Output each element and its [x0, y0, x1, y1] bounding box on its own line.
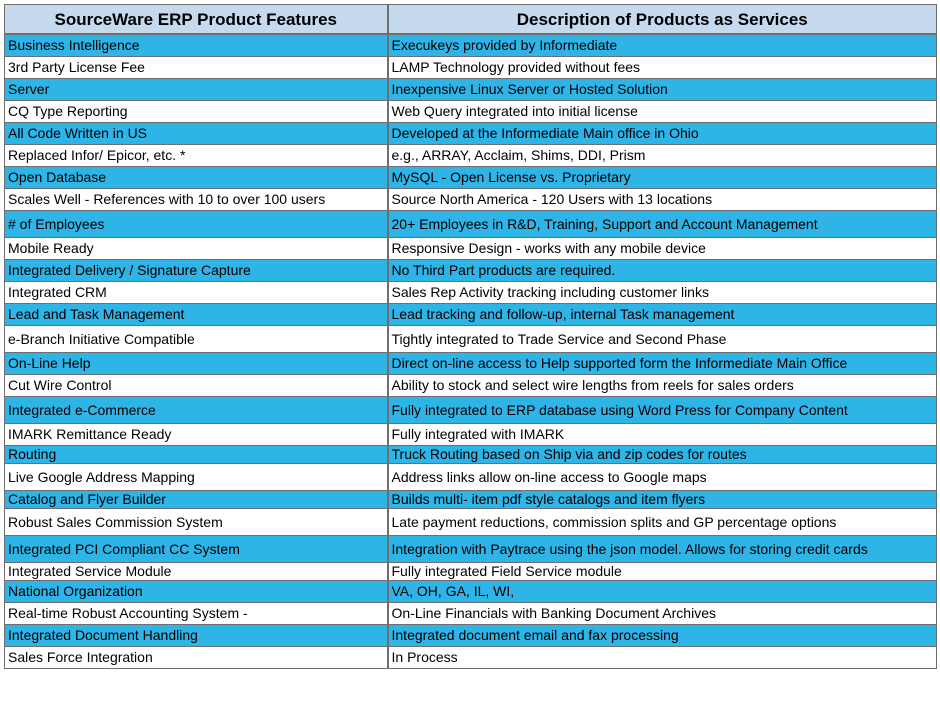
table-row: Integrated Document Handling Integrated d… — [4, 623, 937, 647]
table-row: Cut Wire Control Ability to stock and sel… — [4, 373, 937, 397]
description-cell: Fully integrated with IMARK — [386, 422, 937, 446]
feature-cell: Sales Force Integration — [4, 645, 388, 669]
description-cell: Lead tracking and follow-up, internal Ta… — [386, 302, 937, 326]
feature-cell: Live Google Address Mapping — [4, 462, 388, 491]
feature-cell: Integrated Document Handling — [4, 623, 388, 647]
description-cell: VA, OH, GA, IL, WI, — [386, 579, 937, 603]
table-row: e-Branch Initiative Compatible Tightly in… — [4, 324, 937, 353]
table-row: Mobile Ready Responsive Design - works wi… — [4, 236, 937, 260]
table-row: Integrated CRM Sales Rep Activity trackin… — [4, 280, 937, 304]
feature-cell: Real-time Robust Accounting System - — [4, 601, 388, 625]
description-cell: e.g., ARRAY, Acclaim, Shims, DDI, Prism — [386, 143, 937, 167]
table-row: Lead and Task Management Lead tracking an… — [4, 302, 937, 326]
feature-cell: 3rd Party License Fee — [4, 55, 388, 79]
feature-cell: Lead and Task Management — [4, 302, 388, 326]
feature-cell: Server — [4, 77, 388, 101]
description-cell: No Third Part products are required. — [386, 258, 937, 282]
table-row: All Code Written in US Developed at the I… — [4, 121, 937, 145]
feature-cell: Scales Well - References with 10 to over… — [4, 187, 388, 211]
description-cell: Builds multi- item pdf style catalogs an… — [386, 489, 937, 509]
table-row: IMARK Remittance Ready Fully integrated w… — [4, 422, 937, 446]
feature-cell: Replaced Infor/ Epicor, etc. * — [4, 143, 388, 167]
table-row: Integrated e-Commerce Fully integrated to… — [4, 395, 937, 424]
feature-cell: Catalog and Flyer Builder — [4, 489, 388, 509]
description-cell: MySQL - Open License vs. Proprietary — [386, 165, 937, 189]
table-row: Catalog and Flyer Builder Builds multi- i… — [4, 489, 937, 509]
description-cell: Late payment reductions, commission spli… — [386, 507, 937, 536]
feature-cell: Business Intelligence — [4, 33, 388, 57]
table-row: Server Inexpensive Linux Server or Hosted… — [4, 77, 937, 101]
table-row: Sales Force Integration In Process — [4, 645, 937, 669]
table-row: # of Employees 20+ Employees in R&D, Trai… — [4, 209, 937, 238]
table-row: Integrated Delivery / Signature Capture N… — [4, 258, 937, 282]
table-row: Integrated PCI Compliant CC System Integr… — [4, 534, 937, 563]
description-cell: Fully integrated Field Service module — [386, 561, 937, 581]
table-row: CQ Type Reporting Web Query integrated in… — [4, 99, 937, 123]
table-row: National Organization VA, OH, GA, IL, WI, — [4, 579, 937, 603]
table-row: Real-time Robust Accounting System - On-L… — [4, 601, 937, 625]
description-cell: Execukeys provided by Informediate — [386, 33, 937, 57]
feature-cell: Robust Sales Commission System — [4, 507, 388, 536]
table-row: Replaced Infor/ Epicor, etc. * e.g., ARRA… — [4, 143, 937, 167]
feature-cell: Integrated CRM — [4, 280, 388, 304]
description-cell: On-Line Financials with Banking Document… — [386, 601, 937, 625]
table-row: Live Google Address Mapping Address links… — [4, 462, 937, 491]
table-row: Scales Well - References with 10 to over… — [4, 187, 937, 211]
description-cell: Fully integrated to ERP database using W… — [386, 395, 937, 424]
header-description: Description of Products as Services — [386, 4, 937, 35]
description-cell: Address links allow on-line access to Go… — [386, 462, 937, 491]
table-row: Integrated Service Module Fully integrate… — [4, 561, 937, 581]
feature-cell: # of Employees — [4, 209, 388, 238]
feature-cell: Mobile Ready — [4, 236, 388, 260]
feature-cell: On-Line Help — [4, 351, 388, 375]
description-cell: Ability to stock and select wire lengths… — [386, 373, 937, 397]
description-cell: LAMP Technology provided without fees — [386, 55, 937, 79]
header-features: SourceWare ERP Product Features — [4, 4, 388, 35]
description-cell: Sales Rep Activity tracking including cu… — [386, 280, 937, 304]
feature-cell: e-Branch Initiative Compatible — [4, 324, 388, 353]
feature-cell: IMARK Remittance Ready — [4, 422, 388, 446]
feature-cell: Cut Wire Control — [4, 373, 388, 397]
description-cell: Web Query integrated into initial licens… — [386, 99, 937, 123]
feature-cell: Integrated Delivery / Signature Capture — [4, 258, 388, 282]
description-cell: Direct on-line access to Help supported … — [386, 351, 937, 375]
description-cell: Integrated document email and fax proces… — [386, 623, 937, 647]
description-cell: Truck Routing based on Ship via and zip … — [386, 444, 937, 464]
table-row: Business Intelligence Execukeys provided … — [4, 33, 937, 57]
feature-cell: Routing — [4, 444, 388, 464]
feature-cell: Open Database — [4, 165, 388, 189]
table-row: Routing Truck Routing based on Ship via a… — [4, 444, 937, 464]
description-cell: Developed at the Informediate Main offic… — [386, 121, 937, 145]
table-row: Robust Sales Commission System Late payme… — [4, 507, 937, 536]
feature-cell: CQ Type Reporting — [4, 99, 388, 123]
feature-cell: Integrated e-Commerce — [4, 395, 388, 424]
description-cell: Inexpensive Linux Server or Hosted Solut… — [386, 77, 937, 101]
description-cell: Responsive Design - works with any mobil… — [386, 236, 937, 260]
table-row: On-Line Help Direct on-line access to Hel… — [4, 351, 937, 375]
header-row: SourceWare ERP Product Features Descript… — [4, 4, 937, 35]
table-row: Open Database MySQL - Open License vs. Pr… — [4, 165, 937, 189]
feature-cell: National Organization — [4, 579, 388, 603]
feature-cell: Integrated Service Module — [4, 561, 388, 581]
description-cell: Tightly integrated to Trade Service and … — [386, 324, 937, 353]
table-row: 3rd Party License Fee LAMP Technology pro… — [4, 55, 937, 79]
description-cell: In Process — [386, 645, 937, 669]
description-cell: 20+ Employees in R&D, Training, Support … — [386, 209, 937, 238]
description-cell: Integration with Paytrace using the json… — [386, 534, 937, 563]
features-table: SourceWare ERP Product Features Descript… — [4, 4, 937, 669]
feature-cell: Integrated PCI Compliant CC System — [4, 534, 388, 563]
feature-cell: All Code Written in US — [4, 121, 388, 145]
description-cell: Source North America - 120 Users with 13… — [386, 187, 937, 211]
table-body: Business Intelligence Execukeys provided … — [4, 33, 937, 669]
